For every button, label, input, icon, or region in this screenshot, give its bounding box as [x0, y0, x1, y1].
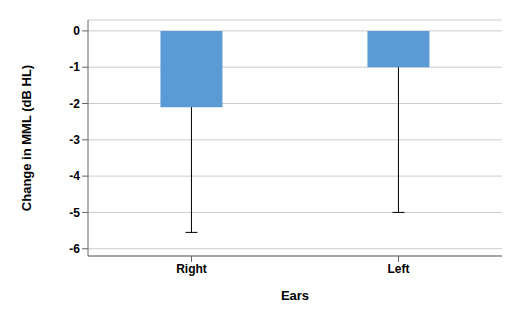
- svg-text:Left: Left: [388, 262, 410, 276]
- svg-text:-3: -3: [69, 133, 80, 147]
- svg-text:-4: -4: [69, 169, 80, 183]
- svg-text:-5: -5: [69, 206, 80, 220]
- svg-text:Change in MML (dB HL): Change in MML (dB HL): [19, 65, 34, 211]
- svg-text:0: 0: [73, 24, 80, 38]
- svg-text:-1: -1: [69, 60, 80, 74]
- svg-text:-6: -6: [69, 242, 80, 256]
- svg-text:-2: -2: [69, 97, 80, 111]
- svg-text:Right: Right: [176, 262, 207, 276]
- svg-text:Ears: Ears: [281, 288, 309, 303]
